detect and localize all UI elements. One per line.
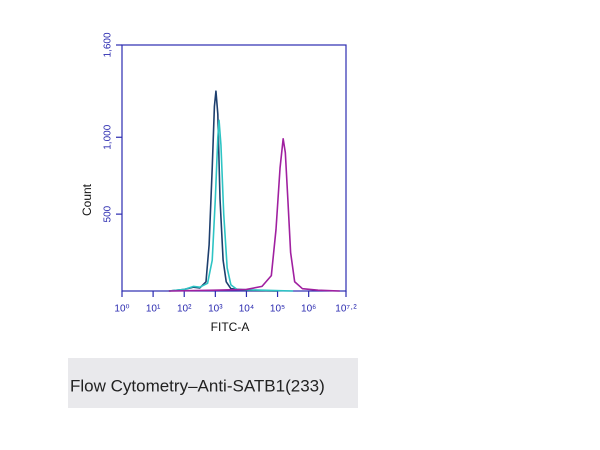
x-tick-label: 10⁴	[239, 304, 254, 315]
plot-frame	[121, 44, 347, 292]
x-tick-label: 10⁰	[114, 304, 129, 315]
x-tick-label: 10⁷·²	[335, 304, 357, 315]
x-tick-label: 10⁶	[301, 304, 316, 315]
y-axis-label: Count	[80, 183, 94, 216]
caption-bar	[68, 358, 358, 408]
y-tick-label: 1,600	[103, 32, 114, 57]
y-tick-label: 1,000	[103, 124, 114, 149]
y-tick-label: 500	[103, 205, 114, 222]
histogram-line	[168, 137, 340, 292]
x-axis-label: FITC-A	[211, 320, 250, 334]
histogram-line	[168, 119, 294, 292]
caption: Flow Cytometry–Anti-SATB1(233)	[70, 376, 325, 395]
x-tick-label: 10¹	[146, 304, 161, 315]
x-tick-label: 10⁵	[270, 304, 285, 315]
x-tick-label: 10³	[208, 304, 223, 315]
x-tick-label: 10²	[177, 304, 192, 315]
